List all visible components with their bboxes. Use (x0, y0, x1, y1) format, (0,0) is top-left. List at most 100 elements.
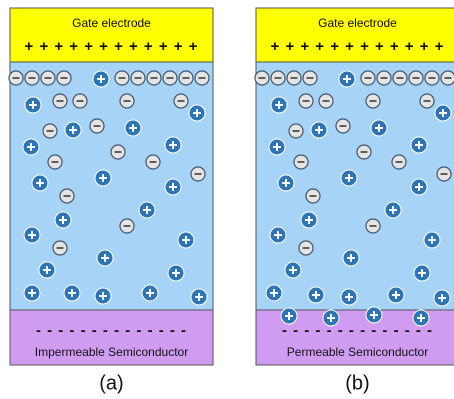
anion (163, 71, 177, 85)
anion (255, 71, 269, 85)
cation (411, 137, 427, 153)
cation (341, 289, 357, 305)
cation (269, 139, 285, 155)
cation (271, 97, 287, 113)
anion (147, 71, 161, 85)
anion (366, 219, 380, 233)
anion (357, 145, 371, 159)
anion (120, 219, 134, 233)
anion (319, 94, 333, 108)
panel: Gate electrode + + + + + + + + + + + + - -… (255, 8, 454, 394)
anion (393, 71, 407, 85)
anion (392, 155, 406, 169)
caption: (b) (345, 372, 369, 394)
cation (270, 227, 286, 243)
anion (303, 71, 317, 85)
anion (9, 71, 23, 85)
anion (90, 119, 104, 133)
anion (306, 189, 320, 203)
figure: Gate electrode + + + + + + + + + + + + - -… (0, 0, 454, 399)
cation (434, 290, 450, 306)
anion (441, 71, 454, 85)
cation (142, 285, 158, 301)
cation (189, 105, 205, 121)
cation (93, 71, 109, 87)
cation (23, 139, 39, 155)
anion (409, 71, 423, 85)
anion (191, 167, 205, 181)
cation (371, 120, 387, 136)
anion (60, 189, 74, 203)
gate-label: Gate electrode (318, 16, 397, 30)
cation (339, 71, 355, 87)
cation (278, 175, 294, 191)
anion (420, 94, 434, 108)
anion (336, 119, 350, 133)
cation (341, 170, 357, 186)
cation (411, 179, 427, 195)
anion (25, 71, 39, 85)
cation (65, 122, 81, 138)
cation (285, 262, 301, 278)
cation (25, 97, 41, 113)
anion (299, 241, 313, 255)
anion (111, 145, 125, 159)
anion (289, 124, 303, 138)
cation (413, 310, 429, 326)
cation (165, 137, 181, 153)
cation (139, 202, 155, 218)
anion (120, 94, 134, 108)
anion (179, 71, 193, 85)
anion (437, 167, 451, 181)
anion (294, 155, 308, 169)
semiconductor-charges: - - - - - - - - - - - - - - (36, 322, 187, 339)
cation (64, 285, 80, 301)
cation (95, 288, 111, 304)
anion (57, 71, 71, 85)
semiconductor-label: Impermeable Semiconductor (35, 345, 188, 359)
anion (43, 124, 57, 138)
anion (174, 94, 188, 108)
cation (435, 105, 451, 121)
cation (323, 310, 339, 326)
cation (266, 285, 282, 301)
cation (343, 250, 359, 266)
anion (287, 71, 301, 85)
anion (53, 94, 67, 108)
anion (48, 155, 62, 169)
cation (168, 265, 184, 281)
semiconductor-charges: - - - - - - - - - - - - - - (282, 322, 433, 339)
cation (281, 308, 297, 324)
anion (146, 155, 160, 169)
cation (32, 175, 48, 191)
anion (271, 71, 285, 85)
anion (299, 94, 313, 108)
cation (95, 170, 111, 186)
cation (24, 227, 40, 243)
cation (311, 122, 327, 138)
cation (424, 232, 440, 248)
caption: (a) (99, 372, 123, 394)
gate-label: Gate electrode (72, 16, 151, 30)
anion (41, 71, 55, 85)
cation (125, 120, 141, 136)
cation (24, 285, 40, 301)
cation (178, 232, 194, 248)
anion (377, 71, 391, 85)
anion (53, 241, 67, 255)
anion (366, 94, 380, 108)
cation (414, 265, 430, 281)
cation (39, 262, 55, 278)
cation (97, 250, 113, 266)
anion (131, 71, 145, 85)
semiconductor-label: Permeable Semiconductor (287, 345, 428, 359)
anion (425, 71, 439, 85)
cation (301, 212, 317, 228)
anion (73, 94, 87, 108)
cation (308, 287, 324, 303)
cation (366, 307, 382, 323)
gate-charges: + + + + + + + + + + + + (271, 38, 445, 55)
anion (361, 71, 375, 85)
panel: Gate electrode+ + + + + + + + + + + +- -… (9, 8, 213, 394)
cation (191, 289, 207, 305)
